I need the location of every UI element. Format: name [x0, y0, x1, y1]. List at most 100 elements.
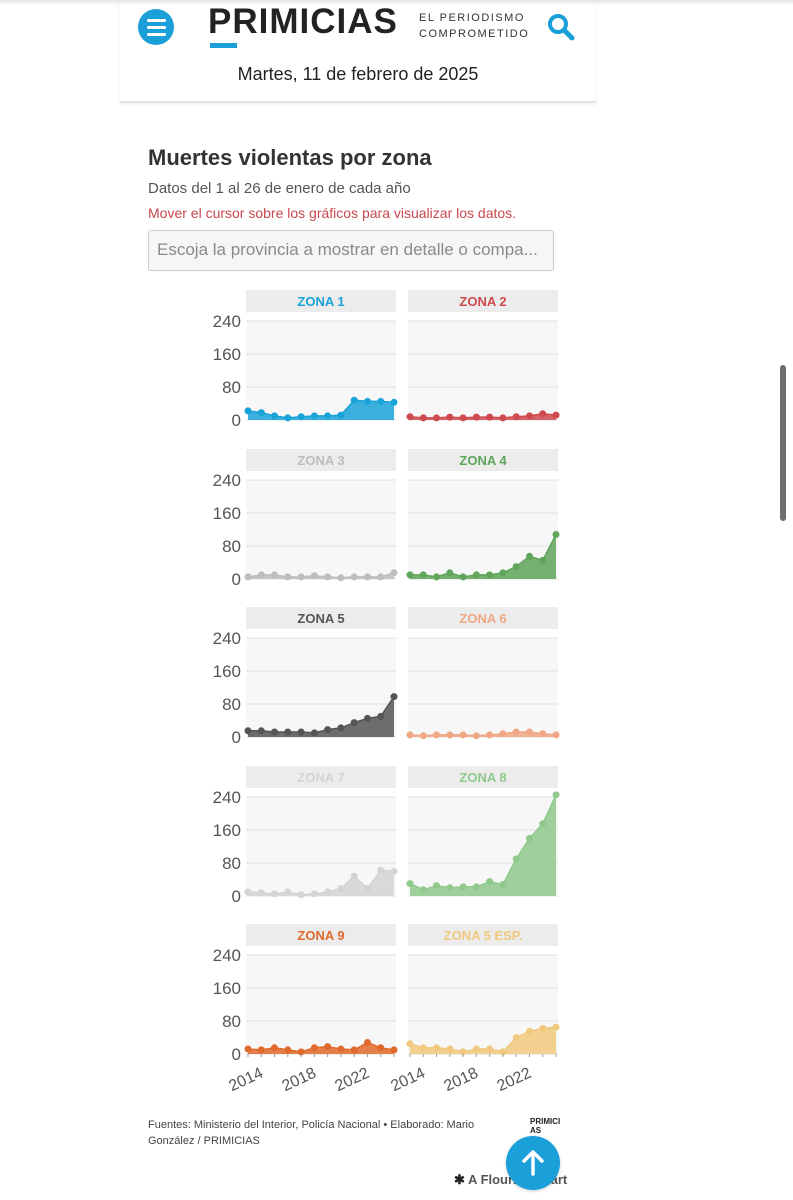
- data-point[interactable]: [512, 413, 520, 421]
- data-point[interactable]: [433, 882, 440, 890]
- data-point[interactable]: [499, 414, 507, 422]
- data-point[interactable]: [324, 888, 332, 896]
- province-select[interactable]: Escoja la provincia a mostrar en detalle…: [148, 230, 554, 271]
- data-point[interactable]: [499, 1048, 507, 1056]
- data-point[interactable]: [446, 1045, 454, 1053]
- data-point[interactable]: [271, 1044, 278, 1052]
- data-point[interactable]: [512, 855, 520, 863]
- data-point[interactable]: [364, 714, 371, 722]
- data-point[interactable]: [419, 886, 427, 894]
- arrow-up-icon[interactable]: [506, 1136, 560, 1190]
- site-logo[interactable]: PRIMICIAS: [208, 2, 398, 41]
- search-icon[interactable]: [546, 12, 576, 42]
- data-point[interactable]: [337, 574, 345, 582]
- data-point[interactable]: [472, 883, 480, 891]
- data-point[interactable]: [552, 1023, 560, 1031]
- data-point[interactable]: [364, 885, 371, 893]
- data-point[interactable]: [257, 1046, 265, 1054]
- data-point[interactable]: [433, 731, 440, 739]
- data-point[interactable]: [350, 573, 358, 581]
- data-point[interactable]: [284, 728, 292, 736]
- panel-zona-4[interactable]: ZONA 4: [406, 449, 560, 581]
- data-point[interactable]: [472, 1045, 480, 1053]
- data-point[interactable]: [297, 728, 305, 736]
- data-point[interactable]: [310, 572, 318, 580]
- data-point[interactable]: [350, 719, 358, 727]
- data-point[interactable]: [310, 1044, 318, 1052]
- data-point[interactable]: [406, 571, 414, 579]
- data-point[interactable]: [459, 731, 467, 739]
- data-point[interactable]: [377, 397, 385, 405]
- data-point[interactable]: [472, 732, 480, 740]
- panel-zona-7[interactable]: ZONA 7 240 160 80 0: [213, 766, 398, 906]
- data-point[interactable]: [539, 556, 547, 564]
- data-point[interactable]: [257, 571, 265, 579]
- data-point[interactable]: [284, 888, 292, 896]
- data-point[interactable]: [526, 412, 533, 420]
- data-point[interactable]: [552, 531, 560, 538]
- data-point[interactable]: [297, 1048, 305, 1056]
- data-point[interactable]: [284, 1046, 292, 1054]
- data-point[interactable]: [526, 552, 533, 560]
- data-point[interactable]: [446, 569, 454, 577]
- data-point[interactable]: [459, 414, 467, 422]
- data-point[interactable]: [472, 571, 480, 579]
- data-point[interactable]: [486, 878, 494, 886]
- data-point[interactable]: [377, 866, 385, 874]
- data-point[interactable]: [512, 728, 520, 736]
- data-point[interactable]: [297, 413, 305, 421]
- data-point[interactable]: [324, 726, 332, 734]
- data-point[interactable]: [350, 1046, 358, 1054]
- data-point[interactable]: [310, 890, 318, 898]
- data-point[interactable]: [406, 413, 414, 421]
- data-point[interactable]: [433, 414, 440, 422]
- data-point[interactable]: [364, 1039, 371, 1046]
- data-point[interactable]: [419, 1044, 427, 1052]
- data-point[interactable]: [337, 1045, 345, 1053]
- data-point[interactable]: [486, 1045, 494, 1053]
- data-point[interactable]: [244, 573, 252, 581]
- data-point[interactable]: [337, 885, 345, 893]
- data-point[interactable]: [390, 1046, 398, 1054]
- scrollbar-thumb[interactable]: [780, 365, 786, 521]
- panel-zona-8[interactable]: ZONA 8: [406, 766, 560, 897]
- panel-zona-5-esp[interactable]: ZONA 5 ESP. 2014 2018 2022: [388, 924, 560, 1095]
- data-point[interactable]: [257, 409, 265, 417]
- data-point[interactable]: [539, 730, 547, 738]
- data-point[interactable]: [377, 712, 385, 720]
- data-point[interactable]: [526, 834, 533, 842]
- data-point[interactable]: [244, 1045, 252, 1053]
- data-point[interactable]: [552, 791, 560, 799]
- data-point[interactable]: [350, 872, 358, 880]
- data-point[interactable]: [390, 867, 398, 875]
- data-point[interactable]: [257, 889, 265, 897]
- data-point[interactable]: [310, 412, 318, 420]
- data-point[interactable]: [390, 398, 398, 406]
- data-point[interactable]: [297, 573, 305, 581]
- data-point[interactable]: [324, 1043, 332, 1051]
- data-point[interactable]: [324, 573, 332, 581]
- data-point[interactable]: [377, 1044, 385, 1052]
- data-point[interactable]: [486, 571, 494, 579]
- data-point[interactable]: [552, 731, 560, 739]
- data-point[interactable]: [499, 881, 507, 888]
- data-point[interactable]: [472, 413, 480, 421]
- data-point[interactable]: [284, 573, 292, 581]
- data-point[interactable]: [552, 411, 560, 419]
- data-point[interactable]: [499, 569, 507, 577]
- data-point[interactable]: [419, 414, 427, 422]
- data-point[interactable]: [539, 410, 547, 418]
- data-point[interactable]: [539, 820, 547, 828]
- data-point[interactable]: [271, 890, 278, 898]
- data-point[interactable]: [257, 727, 265, 735]
- data-point[interactable]: [390, 569, 398, 577]
- data-point[interactable]: [486, 731, 494, 739]
- data-point[interactable]: [310, 729, 318, 737]
- data-point[interactable]: [324, 412, 332, 420]
- data-point[interactable]: [284, 414, 292, 422]
- data-point[interactable]: [419, 732, 427, 740]
- data-point[interactable]: [486, 413, 494, 421]
- data-point[interactable]: [512, 563, 520, 571]
- panel-zona-1[interactable]: ZONA 1 240 160 80 0: [213, 290, 398, 430]
